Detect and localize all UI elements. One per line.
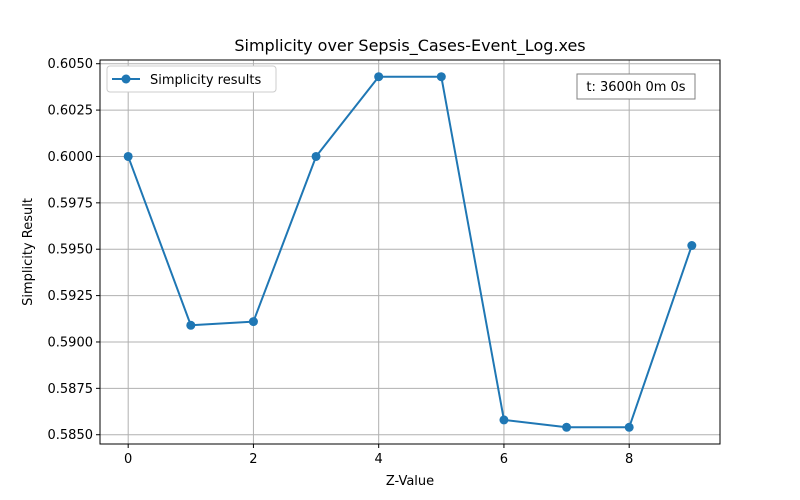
x-axis-label: Z-Value <box>386 474 434 489</box>
y-tick-label: 0.5975 <box>48 196 94 211</box>
y-tick-label: 0.5900 <box>48 335 94 350</box>
data-point <box>123 151 133 161</box>
data-point <box>374 72 384 82</box>
data-point <box>687 241 697 251</box>
x-tick-label: 6 <box>500 452 508 467</box>
annotation-text: t: 3600h 0m 0s <box>586 80 685 95</box>
y-tick-label: 0.6050 <box>48 57 94 72</box>
axis-ticks: 0 2 4 6 8 0.5850 0.5875 0.5900 0.5925 0.5950 0.597… <box>48 57 634 467</box>
data-point <box>624 422 634 432</box>
legend-entry-simplicity-results: Simplicity results <box>150 73 261 88</box>
plot-area-frame <box>99 59 721 445</box>
x-tick-label: 2 <box>249 452 257 467</box>
grid <box>100 60 720 444</box>
series-line <box>127 75 693 429</box>
data-point <box>499 415 509 425</box>
data-point <box>436 72 446 82</box>
y-tick-label: 0.5925 <box>48 289 94 304</box>
y-tick-label: 0.5950 <box>48 243 94 258</box>
y-tick-label: 0.5875 <box>48 382 94 397</box>
legend-box <box>106 65 277 93</box>
series-layer <box>123 72 697 432</box>
chart-title: Simplicity over Sepsis_Cases-Event_Log.x… <box>234 36 585 56</box>
data-point <box>562 422 572 432</box>
legend-marker <box>121 74 131 84</box>
y-tick-label: 0.5850 <box>48 428 94 443</box>
annotation-box: t: 3600h 0m 0s <box>576 73 696 100</box>
x-tick-label: 4 <box>375 452 383 467</box>
data-point <box>311 151 321 161</box>
legend: Simplicity results <box>106 65 277 93</box>
data-point <box>186 320 196 330</box>
y-axis-label: Simplicity Result <box>21 198 36 306</box>
y-tick-label: 0.6025 <box>48 104 94 119</box>
x-tick-label: 8 <box>625 452 633 467</box>
x-tick-label: 0 <box>124 452 132 467</box>
annotation-frame <box>576 73 696 100</box>
data-point <box>248 317 258 327</box>
y-tick-label: 0.6000 <box>48 150 94 165</box>
